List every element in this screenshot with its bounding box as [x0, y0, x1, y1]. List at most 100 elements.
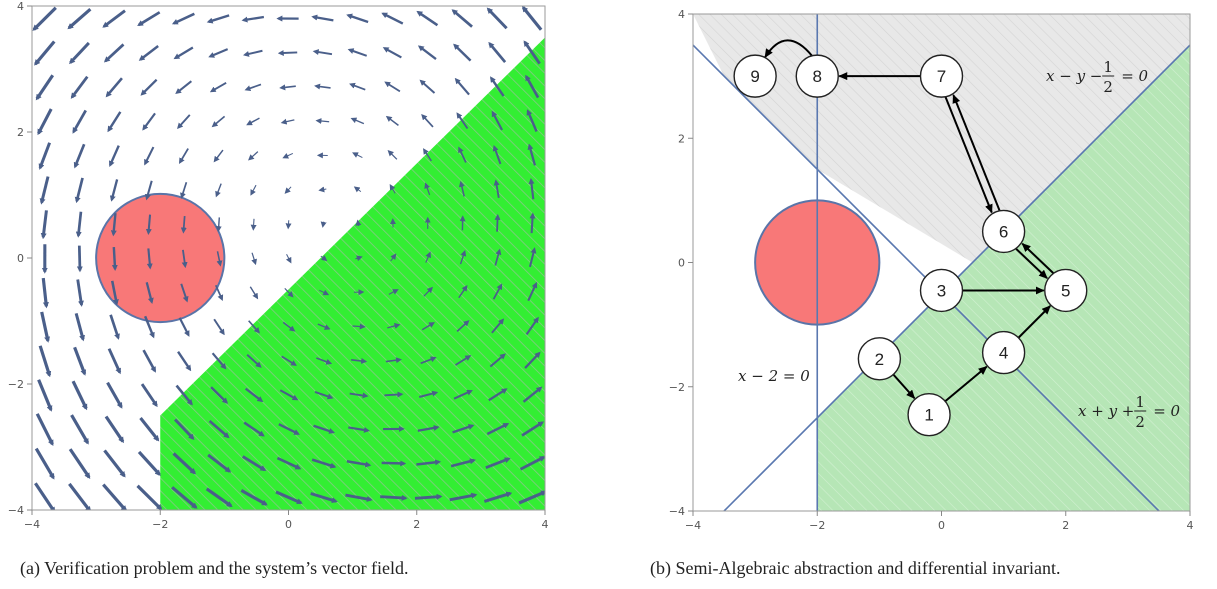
field-arrow — [494, 248, 502, 266]
field-arrow — [350, 117, 365, 125]
field-arrow — [175, 384, 193, 406]
field-arrow — [493, 179, 500, 199]
field-arrow — [490, 76, 505, 97]
field-arrow — [521, 421, 545, 437]
field-arrow — [458, 180, 465, 197]
x-tick-label: 4 — [1187, 519, 1194, 532]
x-tick-label: 2 — [413, 518, 420, 531]
field-arrow — [243, 421, 265, 437]
field-arrow — [421, 322, 435, 331]
field-arrow — [246, 353, 262, 368]
y-tick-label: −4 — [669, 505, 685, 518]
x-tick-label: 0 — [938, 519, 945, 532]
field-arrow — [285, 220, 292, 230]
graph-node — [1044, 268, 1088, 313]
field-arrow — [458, 285, 468, 299]
field-arrow — [110, 280, 119, 306]
x-tick-label: −4 — [24, 518, 40, 531]
field-arrow — [276, 456, 302, 470]
field-arrow — [285, 254, 292, 264]
field-arrow — [318, 186, 327, 193]
field-arrow — [453, 389, 473, 400]
field-arrow — [106, 381, 123, 409]
field-arrow — [492, 144, 502, 165]
y-tick-label: 2 — [17, 126, 24, 139]
field-arrow — [32, 6, 57, 31]
field-arrow — [385, 357, 402, 364]
field-arrow — [417, 45, 437, 60]
field-arrow — [420, 356, 437, 365]
field-arrow — [69, 41, 90, 65]
field-arrow — [109, 145, 120, 168]
field-arrow — [207, 453, 232, 473]
x-tick-label: 4 — [542, 518, 549, 531]
field-arrow — [488, 41, 507, 63]
label-x-minus-y: x − y −1 2 = 0 — [1046, 58, 1149, 96]
field-arrow — [525, 316, 539, 336]
field-arrow — [210, 386, 229, 404]
graph-node — [981, 209, 1026, 254]
field-arrow — [315, 118, 330, 125]
field-arrow — [486, 422, 510, 436]
graph-nodes: 1 2 3 4 5 6 7 8 9 — [733, 54, 1088, 437]
field-arrow — [109, 314, 120, 340]
field-arrow — [458, 146, 467, 163]
field-arrow — [215, 183, 222, 198]
field-arrow — [177, 350, 192, 372]
field-arrow — [41, 277, 49, 309]
field-arrow — [208, 419, 230, 439]
field-arrow — [107, 348, 122, 375]
field-arrow — [280, 118, 295, 125]
field-arrow — [425, 251, 431, 263]
field-arrow — [417, 424, 440, 432]
fraction-denominator: 2 — [1135, 413, 1145, 431]
field-arrow — [275, 490, 303, 505]
field-arrow — [352, 152, 363, 159]
graph-node — [907, 393, 951, 437]
field-arrow — [319, 289, 330, 296]
graph-node-label: 9 — [750, 67, 759, 86]
field-arrow — [485, 457, 511, 469]
field-arrow — [71, 380, 88, 411]
field-arrow — [177, 114, 191, 130]
field-arrow — [109, 179, 119, 202]
field-arrow — [423, 286, 434, 297]
field-arrow — [345, 493, 373, 502]
graph-edge — [944, 365, 988, 403]
field-arrow — [494, 213, 501, 232]
field-arrow — [311, 14, 334, 22]
field-arrow — [279, 84, 296, 91]
field-arrow — [35, 413, 54, 446]
field-arrow — [281, 355, 297, 366]
field-arrow — [279, 389, 299, 401]
field-arrow — [250, 218, 257, 231]
field-arrow — [388, 289, 399, 295]
field-arrow — [385, 115, 399, 126]
field-arrow — [35, 74, 55, 101]
field-arrow — [103, 449, 126, 478]
field-arrow — [68, 482, 92, 510]
field-arrow — [241, 15, 265, 23]
field-arrow — [384, 81, 401, 93]
field-arrow — [68, 448, 91, 479]
field-arrow — [34, 447, 55, 480]
field-arrow — [310, 492, 338, 503]
graph-node — [919, 54, 964, 98]
field-arrow — [311, 458, 337, 469]
field-arrow — [104, 415, 125, 444]
field-arrow — [387, 150, 398, 160]
field-arrow — [213, 318, 225, 336]
graph-edge — [764, 39, 814, 58]
field-arrow — [524, 351, 541, 369]
field-arrow — [488, 388, 508, 402]
field-arrow — [180, 181, 188, 199]
field-arrow — [76, 245, 83, 273]
field-arrow — [145, 282, 154, 304]
field-arrow — [459, 250, 467, 265]
field-arrow — [381, 12, 404, 25]
field-arrow — [138, 44, 159, 61]
field-arrow — [73, 346, 87, 376]
field-arrow — [277, 49, 298, 56]
equation-rhs: = 0 — [1121, 67, 1148, 85]
field-arrow — [246, 117, 260, 126]
